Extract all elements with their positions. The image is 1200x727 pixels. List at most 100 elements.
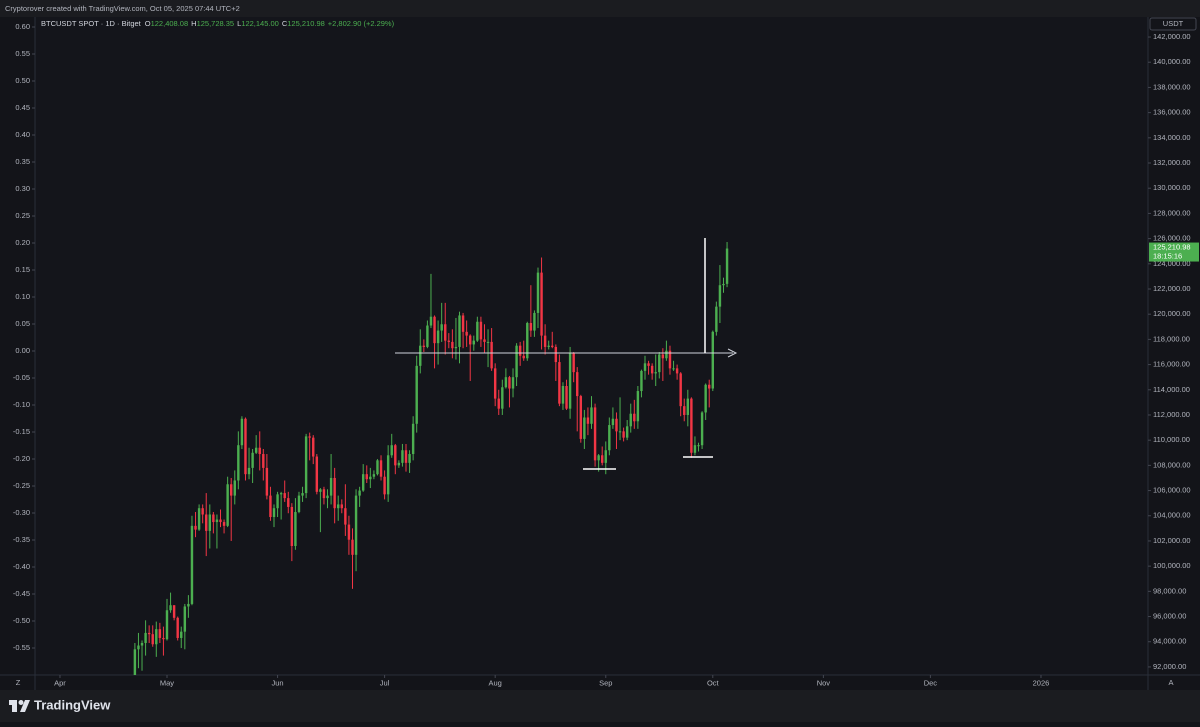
ohlc-value: 125,210.98 [287, 19, 325, 28]
candle-body [415, 365, 418, 424]
top-bar [0, 0, 1200, 17]
ohlc-value: 125,728.35 [197, 19, 235, 28]
candle-body [394, 445, 397, 466]
candle-body [718, 285, 722, 307]
candle-body [219, 519, 222, 523]
candle-body [369, 476, 372, 480]
candle-body [205, 514, 208, 531]
price-tag [1149, 242, 1199, 262]
y2-tick-label: -0.05 [13, 373, 30, 382]
candle-body [568, 353, 572, 409]
candle-body [658, 354, 661, 373]
candle-body [133, 649, 137, 675]
y-tick-label: 100,000.00 [1153, 561, 1191, 570]
y-tick-label: 106,000.00 [1153, 486, 1191, 495]
candle-body [180, 631, 183, 638]
candle-body [215, 519, 219, 523]
candle-body [690, 398, 693, 453]
candle-body [504, 377, 508, 388]
candle-body [147, 632, 151, 635]
candle-body [383, 476, 386, 495]
y2-tick-label: 0.60 [15, 22, 30, 31]
candle-body [636, 391, 640, 422]
countdown: 18:15:16 [1153, 252, 1182, 261]
y2-tick-label: -0.40 [13, 562, 30, 571]
candle-body [190, 525, 194, 604]
candle-body [358, 490, 361, 496]
auto-scale[interactable]: A [1168, 678, 1173, 687]
candle-body [347, 524, 351, 540]
x-tick-label: Jun [272, 678, 284, 687]
candle-body [329, 477, 333, 496]
candle-body [276, 494, 279, 509]
attribution: Cryptorover created with TradingView.com… [5, 4, 240, 13]
candle-body [479, 321, 483, 340]
y2-tick-label: -0.45 [13, 589, 30, 598]
y2-tick-label: -0.35 [13, 535, 30, 544]
candle-body [675, 368, 679, 374]
x-tick-label: May [160, 678, 174, 687]
candle-body [319, 489, 322, 492]
currency: USDT [1163, 19, 1184, 28]
y-tick-label: 96,000.00 [1153, 612, 1186, 621]
candle-body [633, 413, 636, 422]
brand: TradingView [34, 697, 111, 712]
candle-body [162, 637, 165, 640]
y2-tick-label: -0.15 [13, 427, 30, 436]
candle-body [458, 315, 461, 347]
candle-body [226, 484, 229, 526]
symbol: BTCUSDT SPOT · 1D · Bitget [41, 19, 142, 28]
y2-tick-label: -0.55 [13, 643, 30, 652]
ohlc-key: C [282, 19, 288, 28]
candle-body [144, 632, 147, 644]
candle-body [283, 493, 286, 499]
candle-body [294, 511, 297, 546]
candle-body [693, 445, 697, 453]
candle-body [461, 315, 465, 332]
candle-body [258, 447, 261, 455]
candle-body [725, 248, 729, 284]
candle-body [558, 362, 561, 404]
candle-body [529, 323, 533, 331]
candle-body [451, 341, 454, 349]
candle-body [297, 495, 301, 512]
ohlc-value: 122,408.08 [151, 19, 189, 28]
candle-body [679, 373, 682, 407]
y2-tick-label: 0.40 [15, 130, 30, 139]
candle-body [583, 417, 586, 439]
candle-body [151, 634, 154, 645]
candle-body [272, 508, 276, 518]
candle-body [547, 345, 550, 347]
candle-body [187, 603, 190, 607]
y-tick-label: 136,000.00 [1153, 108, 1191, 117]
scale-toggle[interactable]: Z [16, 678, 21, 687]
candle-body [361, 474, 365, 491]
y2-tick-label: 0.05 [15, 319, 30, 328]
candle-body [322, 489, 326, 499]
candle-body [172, 605, 176, 618]
x-tick-label: Dec [924, 678, 938, 687]
candle-body [312, 437, 315, 457]
candle-body [493, 368, 497, 399]
candle-body [704, 384, 707, 413]
candle-body [254, 447, 258, 453]
candle-body [440, 324, 443, 331]
candle-body [436, 330, 440, 344]
y-tick-label: 98,000.00 [1153, 586, 1186, 595]
candle-body [301, 493, 304, 496]
candle-body [269, 495, 272, 518]
y2-tick-label: -0.50 [13, 616, 30, 625]
candle-body [376, 460, 379, 475]
candle-body [155, 629, 158, 645]
arrow-head [727, 348, 738, 358]
currency-box [1149, 17, 1197, 31]
y-tick-label: 130,000.00 [1153, 183, 1191, 192]
candle-body [426, 325, 429, 347]
candle-body [572, 353, 575, 373]
candle-body [308, 436, 311, 438]
y-tick-label: 126,000.00 [1153, 234, 1191, 243]
candle-body [579, 396, 583, 439]
candle-body [212, 514, 215, 523]
candle-body [468, 335, 472, 345]
